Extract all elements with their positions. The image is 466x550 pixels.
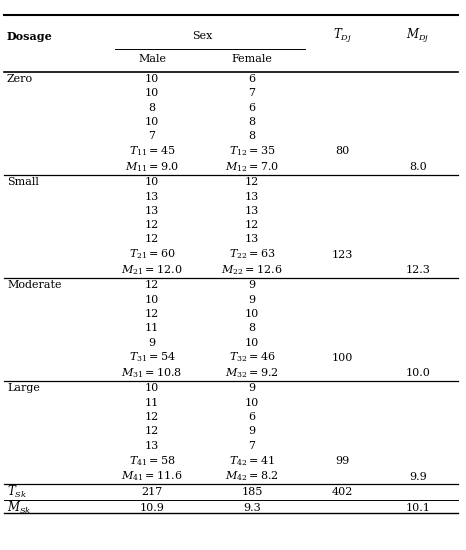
Text: 217: 217 — [141, 487, 163, 497]
Text: 7: 7 — [248, 441, 255, 450]
Text: 6: 6 — [248, 103, 255, 113]
Text: 9.9: 9.9 — [409, 471, 427, 481]
Text: 8: 8 — [248, 117, 255, 127]
Text: $\mathit{M}_{21} = 12.0$: $\mathit{M}_{21} = 12.0$ — [121, 263, 183, 277]
Text: 10: 10 — [145, 89, 159, 98]
Text: 6: 6 — [248, 74, 255, 84]
Text: 10.9: 10.9 — [139, 503, 164, 513]
Text: 13: 13 — [245, 234, 259, 244]
Text: 10: 10 — [145, 295, 159, 305]
Text: 12: 12 — [145, 412, 159, 422]
Text: $\mathit{M}_{Dj}$: $\mathit{M}_{Dj}$ — [406, 27, 430, 45]
Text: 12: 12 — [145, 234, 159, 244]
Text: 12: 12 — [145, 426, 159, 436]
Text: $\mathit{M}_{31} = 10.8$: $\mathit{M}_{31} = 10.8$ — [122, 366, 183, 380]
Text: 9: 9 — [248, 426, 255, 436]
Text: 12: 12 — [145, 220, 159, 230]
Text: $\mathit{T}_{12} = 35$: $\mathit{T}_{12} = 35$ — [229, 145, 275, 158]
Text: 123: 123 — [331, 250, 353, 260]
Text: 9: 9 — [248, 280, 255, 290]
Text: 13: 13 — [145, 191, 159, 201]
Text: 6: 6 — [248, 412, 255, 422]
Text: 100: 100 — [331, 353, 353, 362]
Text: $\mathit{M}_{22} = 12.6$: $\mathit{M}_{22} = 12.6$ — [221, 263, 283, 277]
Text: 185: 185 — [241, 487, 263, 497]
Text: 402: 402 — [331, 487, 353, 497]
Text: 10.1: 10.1 — [405, 503, 431, 513]
Text: 9.3: 9.3 — [243, 503, 261, 513]
Text: 12: 12 — [145, 309, 159, 319]
Text: 9: 9 — [149, 338, 156, 348]
Text: 12.3: 12.3 — [405, 265, 431, 276]
Text: 8.0: 8.0 — [409, 162, 427, 172]
Text: 10: 10 — [145, 117, 159, 127]
Text: $\mathit{T}_{22} = 63$: $\mathit{T}_{22} = 63$ — [229, 248, 275, 261]
Text: 11: 11 — [145, 323, 159, 333]
Text: 80: 80 — [335, 146, 349, 156]
Text: 9: 9 — [248, 383, 255, 393]
Text: 12: 12 — [245, 220, 259, 230]
Text: $\mathit{T}_{32} = 46$: $\mathit{T}_{32} = 46$ — [229, 351, 275, 365]
Text: 10: 10 — [145, 383, 159, 393]
Text: 9: 9 — [248, 295, 255, 305]
Text: 12: 12 — [245, 177, 259, 187]
Text: $\mathit{T}_{41} = 58$: $\mathit{T}_{41} = 58$ — [129, 454, 175, 468]
Text: Male: Male — [138, 54, 166, 64]
Text: $\mathit{T}_{Sk}$: $\mathit{T}_{Sk}$ — [7, 484, 27, 500]
Text: Sex: Sex — [192, 31, 212, 41]
Text: 10: 10 — [245, 398, 259, 408]
Text: $\mathit{M}_{11} = 9.0$: $\mathit{M}_{11} = 9.0$ — [125, 160, 179, 174]
Text: $\mathit{M}_{12} = 7.0$: $\mathit{M}_{12} = 7.0$ — [225, 160, 279, 174]
Text: $\mathit{T}_{31} = 54$: $\mathit{T}_{31} = 54$ — [129, 351, 175, 365]
Text: 10: 10 — [145, 177, 159, 187]
Text: $\mathit{M}_{32} = 9.2$: $\mathit{M}_{32} = 9.2$ — [225, 366, 279, 380]
Text: 13: 13 — [245, 206, 259, 216]
Text: Large: Large — [7, 383, 40, 393]
Text: 11: 11 — [145, 398, 159, 408]
Text: $\mathit{T}_{21} = 60$: $\mathit{T}_{21} = 60$ — [129, 248, 175, 261]
Text: $\mathit{M}_{Sk}$: $\mathit{M}_{Sk}$ — [7, 500, 31, 516]
Text: Dosage: Dosage — [7, 30, 53, 41]
Text: Moderate: Moderate — [7, 280, 62, 290]
Text: 10: 10 — [145, 74, 159, 84]
Text: 10.0: 10.0 — [405, 368, 431, 378]
Text: Female: Female — [232, 54, 273, 64]
Text: 13: 13 — [145, 441, 159, 450]
Text: Zero: Zero — [7, 74, 33, 84]
Text: Small: Small — [7, 177, 39, 187]
Text: 10: 10 — [245, 338, 259, 348]
Text: 13: 13 — [145, 206, 159, 216]
Text: 13: 13 — [245, 191, 259, 201]
Text: $\mathit{T}_{11} = 45$: $\mathit{T}_{11} = 45$ — [129, 145, 175, 158]
Text: 8: 8 — [248, 323, 255, 333]
Text: 99: 99 — [335, 456, 349, 466]
Text: 8: 8 — [248, 131, 255, 141]
Text: $\mathit{T}_{Dj}$: $\mathit{T}_{Dj}$ — [333, 27, 351, 45]
Text: 7: 7 — [248, 89, 255, 98]
Text: 12: 12 — [145, 280, 159, 290]
Text: 10: 10 — [245, 309, 259, 319]
Text: 7: 7 — [149, 131, 156, 141]
Text: $\mathit{T}_{42} = 41$: $\mathit{T}_{42} = 41$ — [229, 454, 275, 468]
Text: $\mathit{M}_{41} = 11.6$: $\mathit{M}_{41} = 11.6$ — [121, 470, 183, 483]
Text: 8: 8 — [149, 103, 156, 113]
Text: $\mathit{M}_{42} = 8.2$: $\mathit{M}_{42} = 8.2$ — [225, 470, 279, 483]
